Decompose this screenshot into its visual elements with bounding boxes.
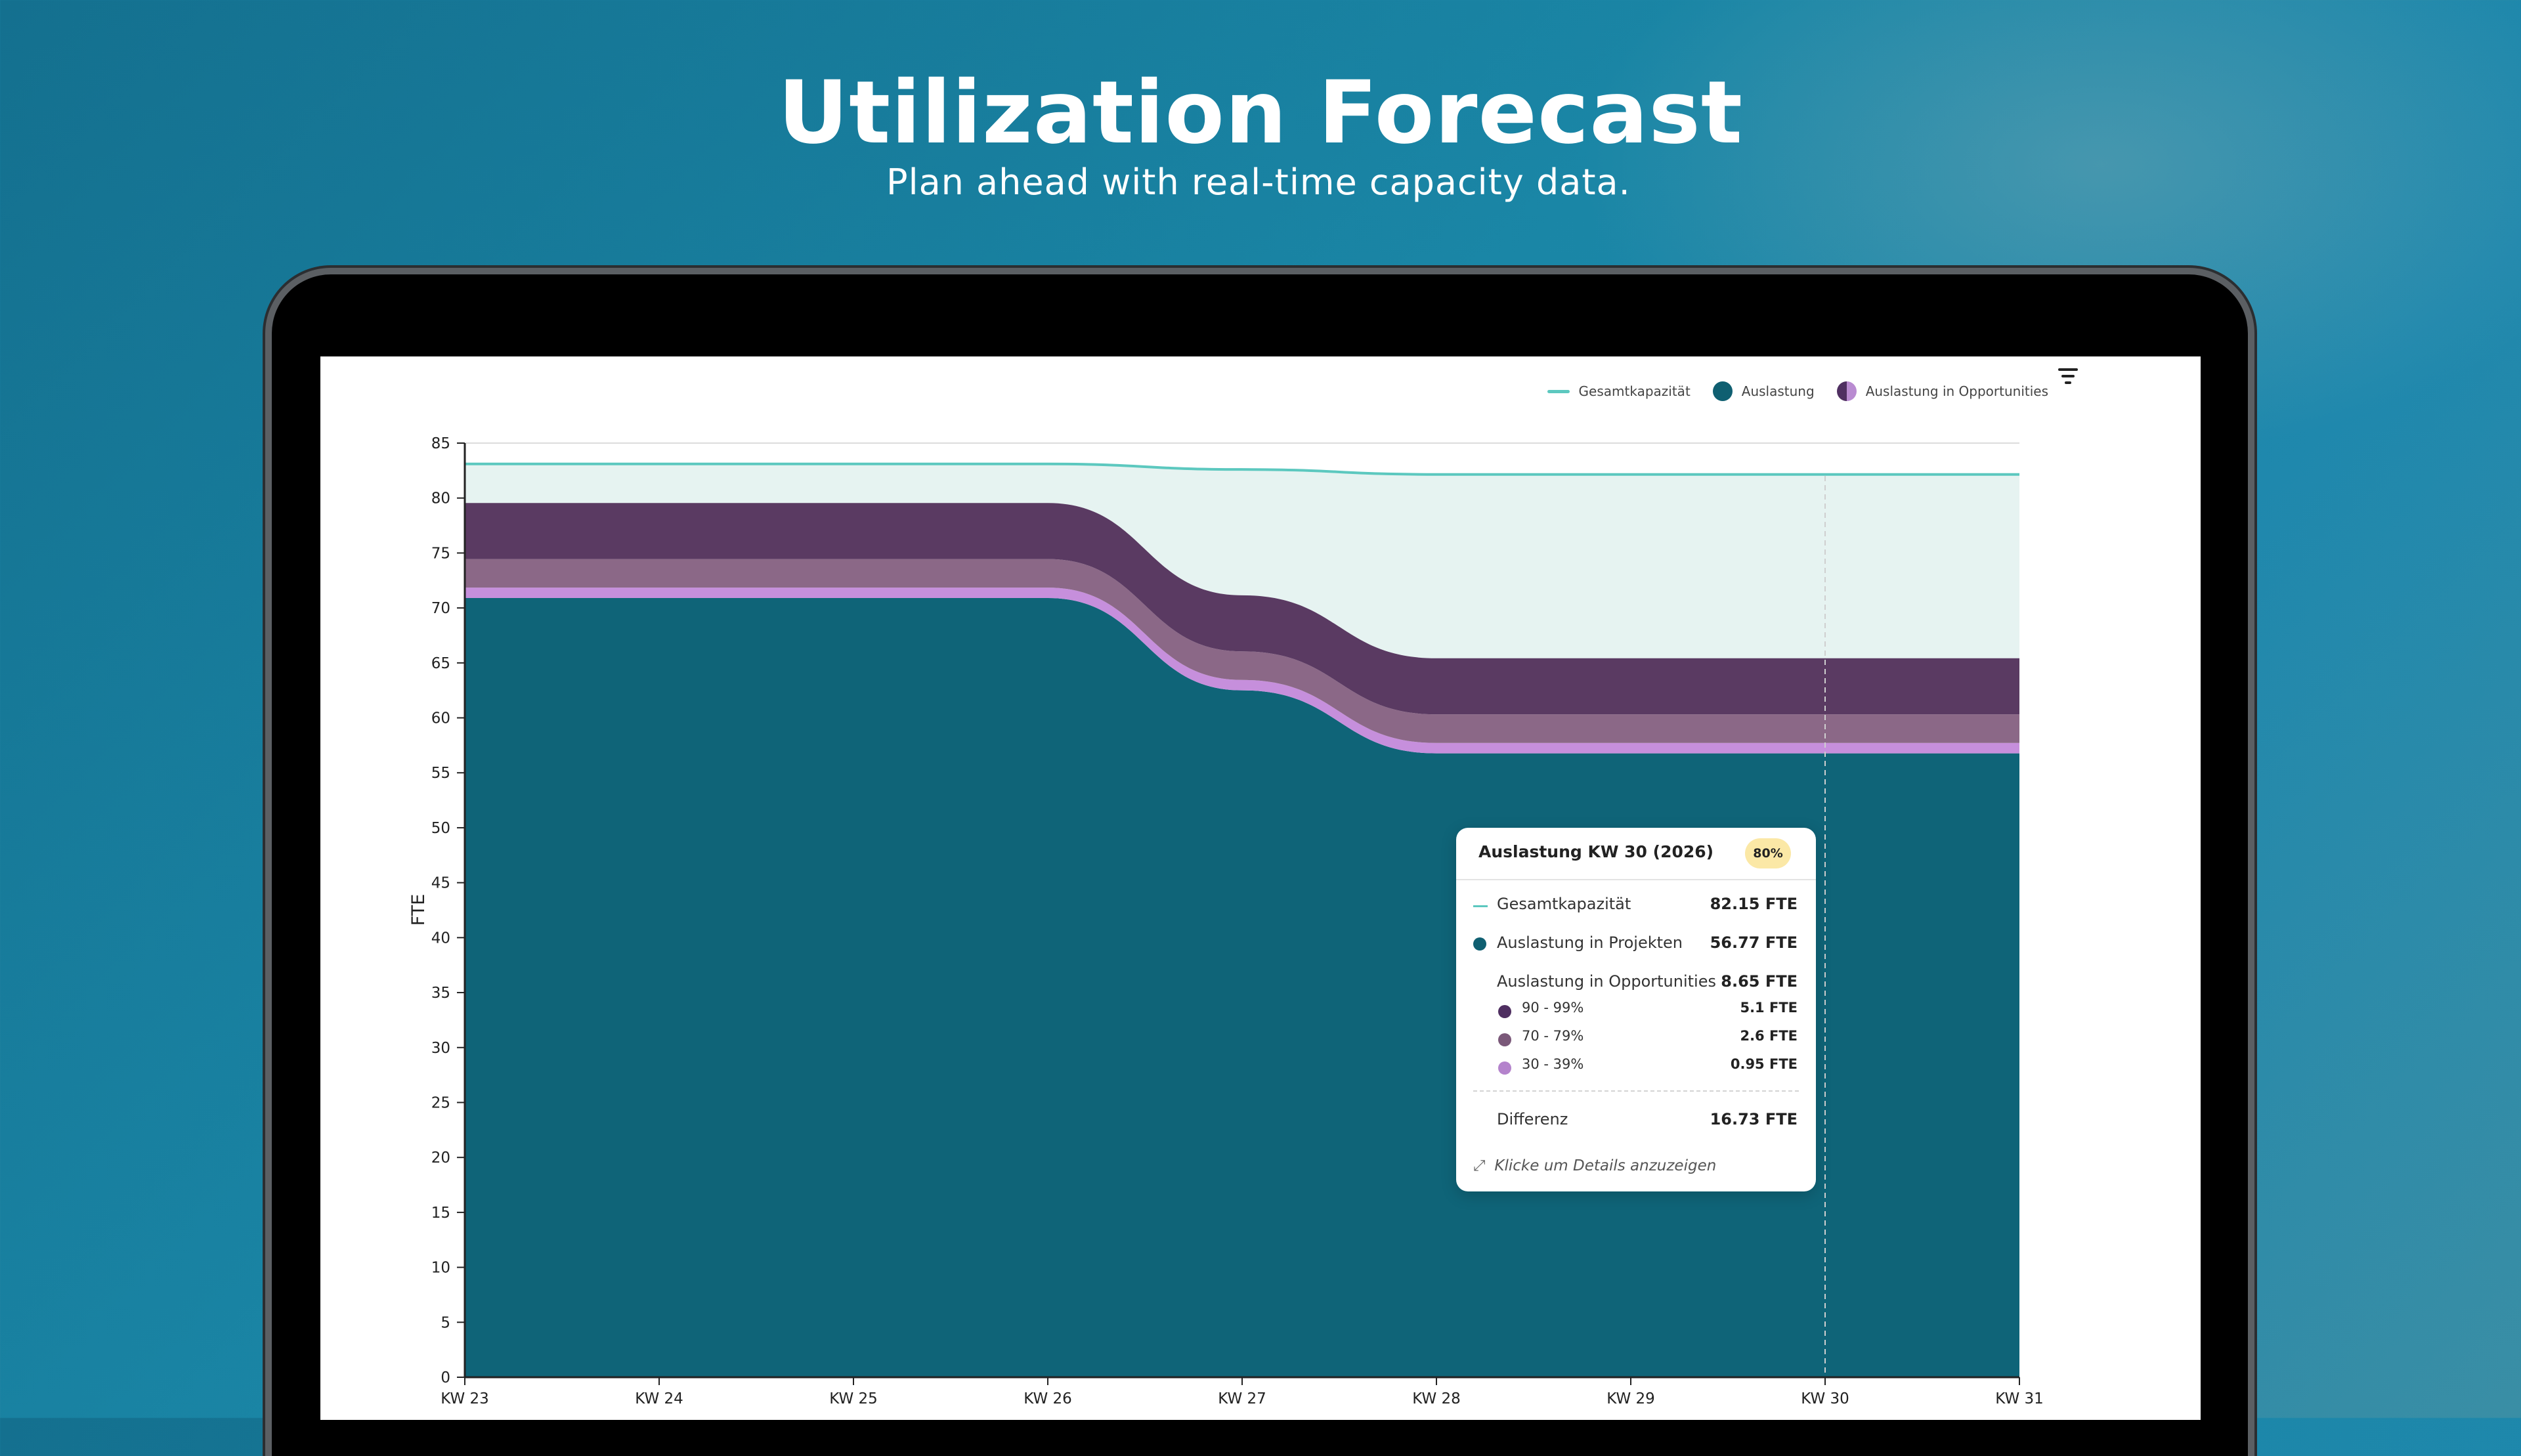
utilization-badge: 80%	[1745, 838, 1791, 868]
expand-icon: ⤢	[1473, 1157, 1486, 1174]
y-axis-title: FTE	[408, 894, 429, 926]
x-tick-label: KW 26	[1023, 1390, 1072, 1407]
tooltip-row-breakdown: 30 - 39% 0.95 FTE	[1456, 1052, 1816, 1079]
y-tick-label: 25	[431, 1094, 450, 1111]
y-tick-label: 10	[431, 1260, 450, 1277]
x-tick-label: KW 30	[1801, 1390, 1849, 1407]
legend-label: Auslastung in Opportunities	[1865, 383, 2048, 399]
breakdown-dot-icon	[1498, 1005, 1511, 1018]
legend-line-swatch	[1547, 389, 1570, 393]
row-label: 30 - 39%	[1522, 1056, 1584, 1072]
x-tick-label: KW 24	[635, 1390, 683, 1407]
row-value: 82.15 FTE	[1710, 895, 1798, 913]
capacity-line[interactable]	[464, 462, 2019, 476]
row-label: 70 - 79%	[1522, 1028, 1584, 1044]
projects-dot-icon	[1473, 937, 1486, 951]
free-capacity-area	[465, 463, 2019, 658]
series-area-3[interactable]	[465, 503, 2019, 715]
week-tooltip[interactable]: Auslastung KW 30 (2026) 80% Gesamtkapazi…	[1456, 828, 1816, 1191]
x-tick-label: KW 23	[441, 1390, 489, 1407]
row-label: 90 - 99%	[1522, 1000, 1584, 1016]
y-tick-label: 60	[431, 710, 450, 727]
y-tick-label: 85	[431, 435, 450, 452]
capacity-line-icon	[1473, 905, 1488, 907]
y-tick-label: 45	[431, 875, 450, 892]
legend-dot-swatch	[1712, 381, 1733, 401]
row-value: 2.6 FTE	[1740, 1028, 1798, 1044]
tooltip-separator	[1473, 1090, 1799, 1092]
utilization-chart[interactable]: 0 5 10 15 20 25 30 35 40 45 50 55 60 65 70 75 80 85 KW 23 K…	[320, 356, 2201, 1420]
tooltip-row-projects: Auslastung in Projekten 56.77 FTE	[1456, 930, 1816, 956]
legend-split-swatch	[1836, 381, 1857, 401]
tooltip-header: Auslastung KW 30 (2026) 80%	[1456, 828, 1816, 880]
y-tick-label: 75	[431, 545, 450, 562]
y-tick-label: 70	[431, 600, 450, 617]
x-tick-label: KW 27	[1218, 1390, 1266, 1407]
row-value: 8.65 FTE	[1721, 972, 1798, 991]
legend-item-auslastung[interactable]: Auslastung	[1712, 381, 1815, 401]
tooltip-row-difference: Differenz 16.73 FTE	[1456, 1106, 1816, 1132]
details-link-label: Klicke um Details anzuzeigen	[1494, 1157, 1717, 1174]
y-tick-label: 65	[431, 655, 450, 672]
legend-item-gesamtkapazitaet[interactable]: Gesamtkapazität	[1547, 383, 1691, 399]
y-tick-label: 5	[441, 1314, 450, 1331]
row-value: 16.73 FTE	[1710, 1110, 1798, 1128]
hero-subtitle: Plan ahead with real-time capacity data.	[886, 161, 1631, 203]
row-label: Gesamtkapazität	[1497, 895, 1631, 913]
row-label: Auslastung in Opportunities	[1497, 972, 1716, 991]
y-tick-label: 80	[431, 490, 450, 507]
y-tick-label: 15	[431, 1205, 450, 1222]
y-tick-label: 0	[441, 1369, 450, 1386]
chart-legend: Gesamtkapazität Auslastung Auslastung in…	[1547, 381, 2048, 401]
row-label: Auslastung in Projekten	[1497, 933, 1683, 952]
x-tick-label: KW 29	[1606, 1390, 1655, 1407]
hero-title: Utilization Forecast	[777, 62, 1743, 163]
x-tick-label: KW 25	[829, 1390, 878, 1407]
y-tick-label: 30	[431, 1040, 450, 1057]
row-label: Differenz	[1497, 1110, 1568, 1128]
tooltip-title: Auslastung KW 30 (2026)	[1478, 842, 1714, 861]
legend-item-opportunities[interactable]: Auslastung in Opportunities	[1836, 381, 2048, 401]
y-tick-label: 50	[431, 820, 450, 837]
row-value: 5.1 FTE	[1740, 1000, 1798, 1016]
legend-label: Gesamtkapazität	[1578, 383, 1691, 399]
y-tick-label: 35	[431, 985, 450, 1002]
filter-icon[interactable]	[2055, 368, 2081, 388]
series-area-2[interactable]	[465, 559, 2019, 743]
tooltip-row-opportunities: Auslastung in Opportunities 8.65 FTE	[1456, 968, 1816, 995]
legend-label: Auslastung	[1741, 383, 1815, 399]
x-tick-label: KW 28	[1412, 1390, 1461, 1407]
breakdown-dot-icon	[1498, 1033, 1511, 1046]
x-tick-label: KW 31	[1995, 1390, 2044, 1407]
breakdown-dot-icon	[1498, 1061, 1511, 1075]
app-screen: Gesamtkapazität Auslastung Auslastung in…	[320, 356, 2201, 1420]
tooltip-details-link[interactable]: ⤢ Klicke um Details anzuzeigen	[1473, 1157, 1716, 1174]
row-value: 0.95 FTE	[1730, 1056, 1798, 1072]
tooltip-row-capacity: Gesamtkapazität 82.15 FTE	[1456, 891, 1816, 917]
tooltip-row-breakdown: 90 - 99% 5.1 FTE	[1456, 996, 1816, 1022]
y-tick-label: 20	[431, 1149, 450, 1167]
tooltip-row-breakdown: 70 - 79% 2.6 FTE	[1456, 1024, 1816, 1050]
row-value: 56.77 FTE	[1710, 933, 1798, 952]
y-tick-label: 55	[431, 765, 450, 782]
y-tick-label: 40	[431, 930, 450, 947]
